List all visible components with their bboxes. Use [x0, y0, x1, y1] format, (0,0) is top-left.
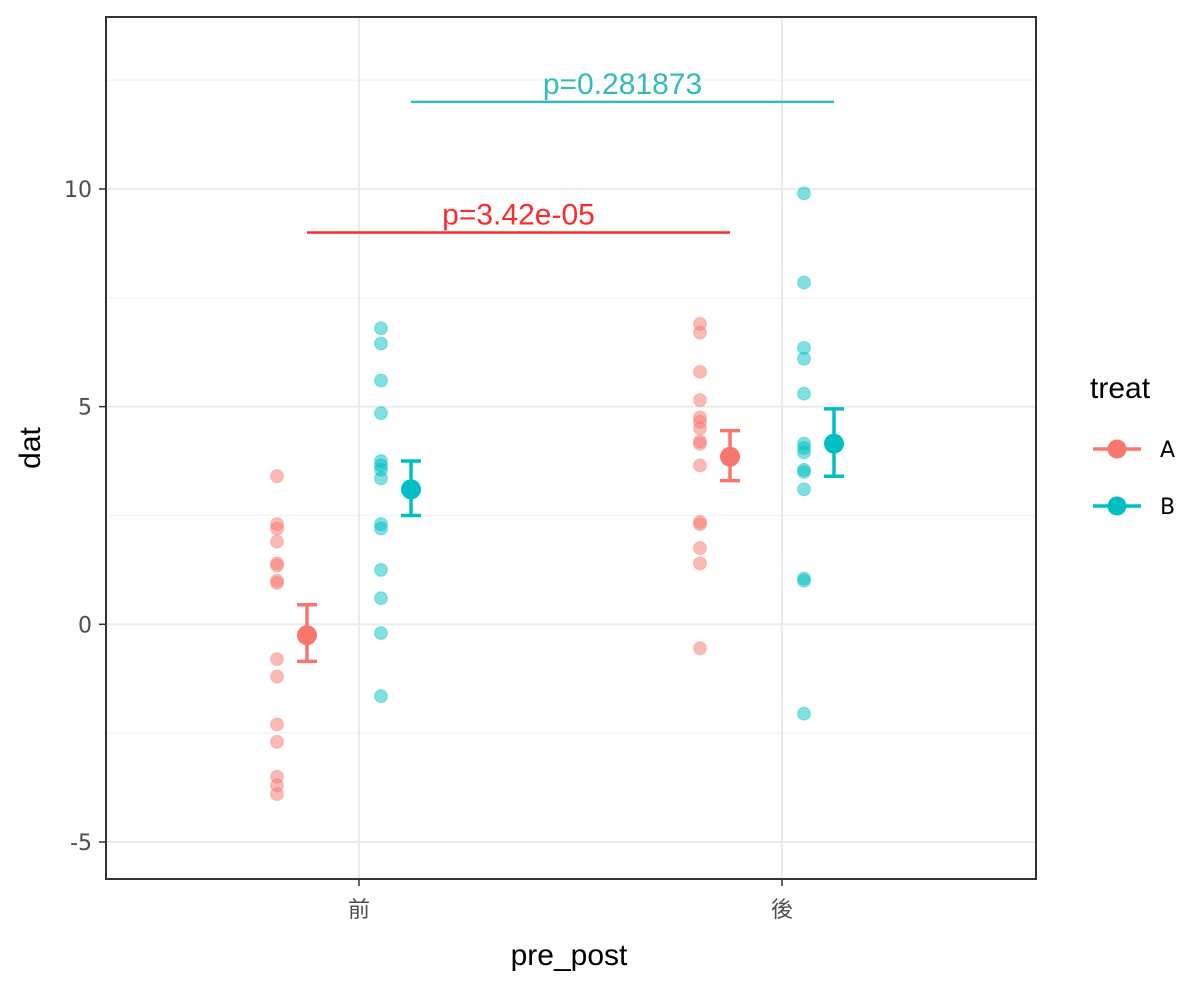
data-point-a: [693, 421, 707, 436]
data-point-b: [797, 386, 811, 401]
legend-title: treat: [1090, 372, 1151, 405]
data-point-a: [270, 669, 284, 684]
data-point-b: [374, 626, 388, 641]
data-point-b: [374, 562, 388, 577]
data-point-a: [270, 575, 284, 590]
data-point-a: [693, 517, 707, 532]
grid: [106, 17, 1036, 879]
data-point-b: [374, 591, 388, 606]
x-tick-label: 後: [771, 898, 793, 923]
mean-point-b: [401, 479, 421, 500]
data-point-b: [797, 482, 811, 497]
data-point-a: [270, 787, 284, 802]
data-point-a: [693, 458, 707, 473]
p-value-label: p=0.281873: [543, 68, 702, 101]
data-point-a: [693, 364, 707, 379]
legend-label-b: B: [1160, 495, 1175, 520]
x-axis-title: pre_post: [511, 939, 628, 972]
y-axis-title: dat: [14, 426, 47, 468]
y-tick-label: -5: [70, 831, 92, 856]
data-point-b: [797, 706, 811, 721]
data-point-b: [374, 373, 388, 388]
panel-border: [105, 16, 1037, 880]
data-point-a: [270, 558, 284, 573]
data-point-b: [797, 275, 811, 290]
data-point-a: [270, 534, 284, 549]
data-point-b: [797, 186, 811, 201]
data-point-b: [374, 321, 388, 336]
mean-point-a: [297, 625, 317, 646]
mean-point-b: [824, 433, 844, 454]
legend: treat AB: [1090, 372, 1175, 520]
x-tick-label: 前: [348, 898, 370, 923]
data-point-a: [693, 393, 707, 408]
legend-key-point-b: [1107, 496, 1127, 516]
mean-errorbars: [297, 407, 844, 664]
data-point-a: [693, 641, 707, 656]
legend-entries: AB: [1093, 438, 1175, 520]
data-point-a: [270, 717, 284, 732]
data-point-a: [693, 541, 707, 556]
data-point-a: [270, 521, 284, 536]
y-tick-label: 10: [64, 178, 92, 203]
p-value-label: p=3.42e-05: [442, 199, 595, 232]
data-point-a: [270, 652, 284, 667]
data-point-b: [797, 573, 811, 588]
data-point-b: [797, 445, 811, 460]
legend-label-a: A: [1160, 438, 1175, 463]
data-point-a: [693, 436, 707, 451]
data-point-b: [374, 521, 388, 536]
data-point-b: [374, 471, 388, 486]
legend-key-point-a: [1107, 439, 1127, 459]
data-points: [270, 186, 811, 802]
y-tick-label: 5: [78, 396, 92, 421]
data-point-b: [374, 336, 388, 351]
data-point-b: [374, 689, 388, 704]
p-value-annotations: p=3.42e-05 p=0.281873: [307, 68, 834, 234]
data-point-b: [797, 351, 811, 366]
data-point-b: [797, 464, 811, 479]
data-point-a: [693, 325, 707, 340]
data-point-a: [270, 734, 284, 749]
y-tick-label: 0: [78, 613, 92, 638]
axes: -5 0 5 10 前 後: [64, 178, 793, 923]
mean-point-a: [720, 446, 740, 467]
data-point-b: [374, 406, 388, 421]
data-point-a: [270, 469, 284, 484]
data-point-a: [693, 556, 707, 571]
